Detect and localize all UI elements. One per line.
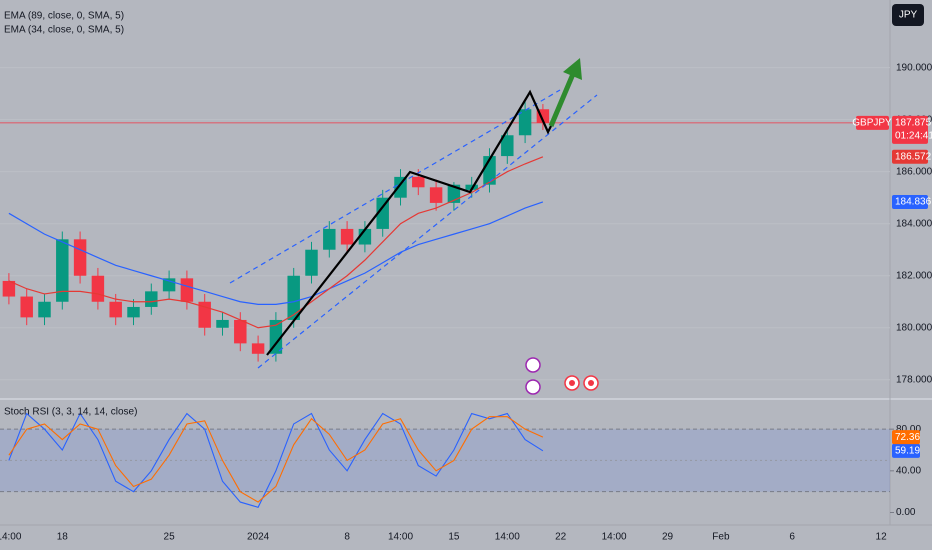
ema-line (8, 201, 544, 305)
trend-channel (229, 89, 598, 369)
x-tick-label: 14:00 (602, 532, 627, 543)
candle-body (412, 176, 425, 188)
y-tick-label: 80.00 (896, 424, 921, 435)
candle-body (216, 319, 229, 328)
currency-label[interactable]: JPY (899, 10, 918, 21)
event-dot (569, 380, 575, 386)
indicator-title: Stoch RSI (3, 3, 14, 14, close) (4, 407, 137, 418)
candle-body (127, 306, 140, 318)
value-tag: 59.19 (892, 443, 920, 458)
symbol-tag: GBPJPY (852, 115, 892, 130)
x-tick-label: Feb (712, 532, 730, 543)
currency-box[interactable] (892, 4, 924, 26)
price-tag-label: 186.572 (895, 151, 932, 162)
event-dot (588, 380, 594, 386)
y-tick-label: 40.00 (896, 465, 921, 476)
candle-body (145, 291, 158, 307)
price-tag: 184.836 (892, 194, 932, 209)
price-tag-box (892, 149, 928, 164)
price-tag: 186.572 (892, 149, 932, 164)
forecast-arrow (548, 58, 582, 127)
value-tag-box (892, 430, 920, 445)
value-tag-box (892, 443, 920, 458)
legend-entry: EMA (34, close, 0, SMA, 5) (4, 25, 124, 36)
arrow-shaft (548, 73, 576, 127)
candle-body (376, 197, 389, 229)
x-tick-label: 14:00 (388, 532, 413, 543)
candle-body (56, 239, 69, 302)
candle-body (109, 301, 122, 318)
stoch-line (8, 412, 544, 508)
candle-body (501, 135, 514, 157)
x-tick-label: 12 (876, 532, 888, 543)
candle-body (234, 319, 247, 344)
candle-body (518, 109, 532, 136)
candle-body (251, 343, 265, 354)
event-icon[interactable] (525, 357, 541, 373)
x-tick-label: 14:00 (0, 532, 22, 543)
candle-body (287, 275, 300, 320)
arrow-head (563, 58, 582, 80)
candle-body (91, 275, 105, 302)
legend-entry: EMA (89, close, 0, SMA, 5) (4, 11, 124, 22)
channel-upper (229, 89, 561, 284)
x-tick-label: 25 (164, 532, 176, 543)
x-tick-label: 6 (789, 532, 795, 543)
y-tick-label: 180.000 (896, 322, 932, 333)
ema-line (8, 156, 544, 329)
event-icons (525, 357, 599, 395)
last-price-tag: 187.875 01:24:41 (892, 115, 932, 144)
y-tick-label: 182.000 (896, 270, 932, 281)
candle-body (180, 278, 194, 302)
y-tick-label: 184.000 (896, 218, 932, 229)
candle-body (20, 296, 33, 318)
currency-button[interactable]: JPY (892, 4, 924, 26)
candle-body (38, 301, 51, 318)
candle-body (429, 187, 443, 203)
value-tag-label: 72.36 (895, 432, 920, 443)
stoch-line (8, 416, 544, 503)
zigzag-drawing (266, 89, 552, 356)
x-tick-label: 14:00 (495, 532, 520, 543)
event-icon[interactable] (525, 379, 541, 395)
channel-lower (257, 94, 598, 369)
symbol-box (856, 115, 889, 130)
symbol-label: GBPJPY (852, 118, 892, 129)
candle-body (2, 280, 16, 297)
price-tag-label: 184.836 (895, 197, 932, 208)
y-tick-label: 190.000 (896, 62, 932, 73)
last-price-label: 187.875 (895, 118, 932, 129)
last-price-box (892, 115, 928, 144)
price-tag-box (892, 194, 928, 209)
x-tick-label: 22 (555, 532, 567, 543)
x-tick-label: 15 (448, 532, 460, 543)
countdown-label: 01:24:41 (895, 131, 932, 142)
candle-body (73, 239, 87, 276)
y-tick-label: 0.00 (896, 507, 916, 518)
x-tick-label: 29 (662, 532, 674, 543)
candle-body (305, 249, 318, 276)
candle-body (323, 228, 336, 250)
value-tag: 72.36 (892, 430, 920, 445)
x-tick-label: 8 (344, 532, 350, 543)
x-tick-label: 18 (57, 532, 69, 543)
y-tick-label: 178.000 (896, 374, 932, 385)
y-tick-label: 186.000 (896, 166, 932, 177)
candle-body (269, 319, 283, 354)
candle-body (340, 228, 354, 245)
value-tag-label: 59.19 (895, 445, 920, 456)
x-tick-label: 2024 (247, 532, 270, 543)
